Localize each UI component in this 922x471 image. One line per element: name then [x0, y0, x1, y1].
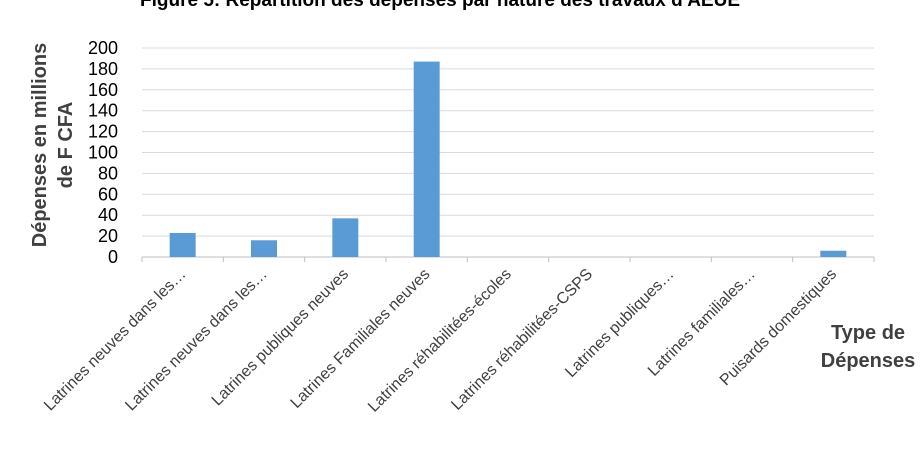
y-axis-title-line1: Dépenses en millions: [29, 43, 51, 248]
bars: [169, 61, 847, 258]
y-tick-label: 180: [88, 59, 118, 79]
chart-title: Figure 5: Répartition des dépenses par n…: [140, 0, 740, 11]
y-tick-label: 160: [88, 80, 118, 100]
y-tick-label: 100: [88, 143, 118, 163]
y-tick-label: 120: [88, 122, 118, 142]
category-label: Latrines réhabilitées-CSPS: [448, 266, 596, 414]
y-tick-label: 0: [108, 247, 118, 267]
gridlines: [142, 47, 874, 237]
y-tick-label: 80: [98, 163, 118, 183]
bar: [169, 232, 196, 257]
category-label: Latrines publiques neuves: [209, 266, 352, 409]
y-tick-label: 60: [98, 184, 118, 204]
y-tick-label: 200: [88, 38, 118, 58]
bar: [251, 240, 277, 257]
category-label: Latrines neuves dans les…: [122, 266, 270, 414]
x-axis-title-line1: Type de: [831, 322, 905, 344]
y-axis-title: Dépenses en millions de F CFA: [29, 43, 77, 248]
x-axis-title-line2: Dépenses: [821, 350, 916, 372]
bar: [332, 218, 359, 257]
category-label: Latrines réhabilitées-écoles: [365, 266, 515, 416]
category-label: Latrines neuves dans les…: [41, 266, 189, 414]
category-labels: Latrines neuves dans les…Latrines neuves…: [41, 266, 840, 416]
bar: [413, 61, 440, 258]
bar: [820, 250, 847, 257]
y-tick-label: 140: [88, 101, 118, 121]
y-tick-label: 20: [98, 226, 118, 246]
y-axis-title-line2: de F CFA: [55, 102, 77, 189]
category-label: Latrines Familiales neuves: [288, 266, 434, 412]
x-tick-marks: [141, 257, 875, 262]
y-tick-label: 40: [98, 205, 118, 225]
